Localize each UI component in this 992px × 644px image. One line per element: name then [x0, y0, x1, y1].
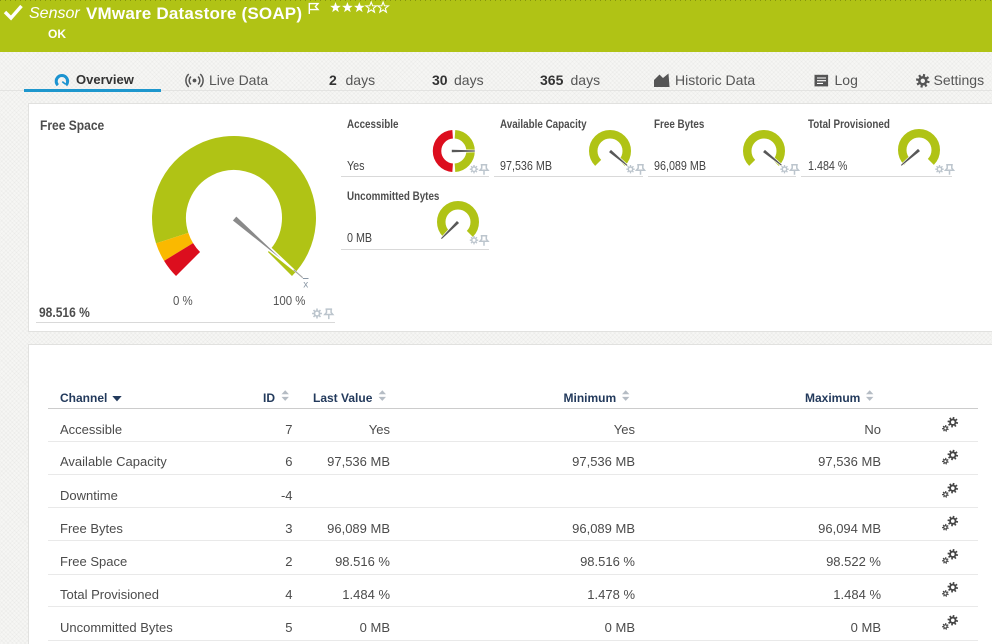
- svg-text:x: x: [303, 279, 308, 290]
